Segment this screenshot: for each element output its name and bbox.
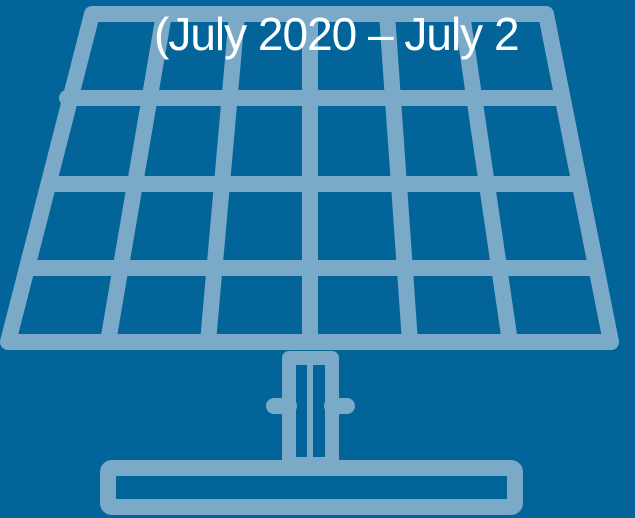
panel-column-divider [100, 6, 172, 350]
panel-column-divider [379, 6, 418, 350]
panel-column-divider [200, 6, 245, 350]
panel-column-divider [454, 6, 518, 350]
caption-text: (July 2020 – July 2 [154, 8, 520, 60]
panel-base [100, 460, 523, 515]
